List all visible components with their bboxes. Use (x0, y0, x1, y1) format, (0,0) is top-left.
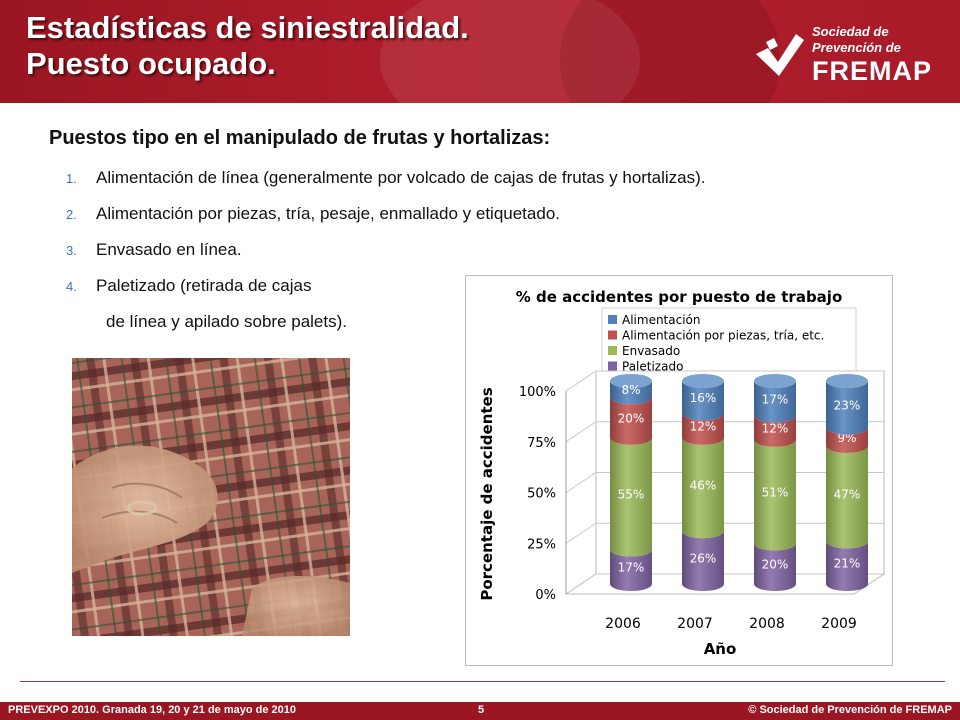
list-item-continuation: de línea y apilado sobre palets). (66, 310, 786, 334)
y-tick-label: 50% (527, 487, 556, 502)
legend-swatch (608, 330, 617, 340)
list-item: 4. Paletizado (retirada de cajas (66, 274, 786, 298)
worker-hands-photo (72, 358, 350, 636)
list-item: 2. Alimentación por piezas, tría, pesaje… (66, 202, 786, 226)
accidents-chart: % de accidentes por puesto de trabajo Al… (465, 275, 893, 666)
bar-top-cap (754, 374, 796, 388)
section-subtitle: Puestos tipo en el manipulado de frutas … (49, 127, 551, 149)
list-item-text: Paletizado (retirada de cajas (96, 276, 312, 295)
y-tick-label: 25% (527, 537, 556, 552)
data-label: 12% (690, 420, 717, 434)
data-label: 51% (762, 486, 789, 500)
bar-segment (682, 531, 724, 591)
logo-text-line-3: FREMAP (812, 56, 932, 86)
bar-top-cap (826, 374, 868, 388)
header-decoration (560, 0, 780, 103)
list-item: 3. Envasado en línea. (66, 238, 786, 262)
header-banner: Estadísticas de siniestralidad. Puesto o… (0, 0, 960, 103)
legend-entry: Alimentación por piezas, tría, etc. (622, 329, 824, 343)
data-label: 46% (690, 479, 717, 493)
x-tick-label: 2008 (749, 616, 785, 632)
bar-segment (826, 541, 868, 591)
fremap-logo: Sociedad de Prevención de FREMAP (752, 20, 952, 90)
bar-segment (610, 437, 652, 557)
title-line-2: Puesto ocupado. (26, 46, 276, 81)
data-label: 21% (834, 557, 861, 571)
bar-top-cap (610, 374, 652, 388)
legend-swatch (608, 315, 617, 324)
bar-segment (754, 415, 796, 447)
y-tick-label: 100% (519, 385, 556, 400)
bar-top-cap (682, 374, 724, 388)
footer-event: PREVEXPO 2010. Granada 19, 20 y 21 de ma… (8, 704, 296, 716)
list-item-number: 3. (66, 243, 77, 258)
data-label: 16% (690, 391, 717, 405)
data-label: 20% (762, 558, 789, 572)
bar-segment (754, 381, 796, 423)
fremap-check-mark-icon (756, 34, 804, 76)
data-label: 17% (618, 561, 645, 575)
slide-title: Estadísticas de siniestralidad. Puesto o… (26, 10, 469, 82)
list-item-text: de línea y apilado sobre palets). (106, 312, 347, 331)
chart-legend: Alimentación Alimentación por piezas, trí… (601, 307, 857, 377)
list-item-text: Envasado en línea. (96, 240, 242, 259)
data-label: 47% (834, 488, 861, 502)
x-tick-label: 2007 (677, 616, 713, 632)
bar-segment (682, 381, 724, 421)
bar-segment (754, 439, 796, 551)
list-item-number: 1. (66, 171, 77, 186)
gridline (565, 370, 884, 392)
bar-segment (682, 437, 724, 539)
job-types-list: 1. Alimentación de línea (generalmente p… (66, 166, 786, 346)
header-decoration (380, 0, 640, 103)
plaid-fabric-image (72, 358, 350, 636)
bar-segment (754, 543, 796, 591)
data-label: 23% (834, 398, 861, 412)
legend-box (601, 307, 857, 377)
stacked-cylinder-chart: % de accidentes por puesto de trabajo Al… (478, 288, 886, 658)
chart-title: % de accidentes por puesto de trabajo (516, 288, 843, 306)
list-item-text: Alimentación de línea (generalmente por … (96, 168, 706, 187)
footer-bar: PREVEXPO 2010. Granada 19, 20 y 21 de ma… (0, 702, 960, 720)
title-line-1: Estadísticas de siniestralidad. (26, 10, 469, 45)
x-tick-label: 2006 (605, 616, 641, 632)
y-tick-label: 75% (527, 436, 556, 451)
legend-entry: Alimentación (622, 313, 701, 327)
data-label: 20% (618, 412, 645, 426)
x-axis-label: Año (704, 640, 737, 658)
list-item-text: Alimentación por piezas, tría, pesaje, e… (96, 204, 560, 223)
list-item-number: 2. (66, 207, 77, 222)
data-label: 12% (762, 422, 789, 436)
page-number: 5 (478, 704, 485, 716)
bar-segment (610, 397, 652, 445)
legend-entry: Paletizado (622, 360, 683, 374)
legend-entry: Envasado (622, 344, 680, 358)
x-tick-label: 2009 (821, 616, 857, 632)
list-item: 1. Alimentación de línea (generalmente p… (66, 166, 786, 190)
bar-segment (826, 381, 868, 435)
bar-segment (610, 381, 652, 405)
y-tick-label: 0% (535, 588, 556, 603)
legend-swatch (608, 346, 617, 355)
y-axis-label: Porcentaje de accidentes (478, 387, 496, 600)
chart-plot-area: 0% 25% 50% 75% 100% 17% 55% 20% 8% 2006 26% 46% 12% 1… (519, 370, 886, 632)
data-label: 26% (690, 552, 717, 566)
bar-segment (826, 445, 868, 549)
legend-swatch (608, 361, 617, 371)
bar-segment (826, 427, 868, 453)
data-label: 55% (618, 488, 645, 502)
logo-text-line-1: Sociedad de (812, 24, 889, 39)
bar-segment (682, 413, 724, 445)
footer-copyright: © Sociedad de Prevención de FREMAP (748, 704, 952, 716)
bar-segment (610, 549, 652, 591)
footer-divider (20, 681, 945, 682)
logo-text-line-2: Prevención de (812, 40, 901, 55)
data-label: 17% (762, 392, 789, 406)
data-label: 8% (621, 383, 640, 397)
list-item-number: 4. (66, 279, 77, 294)
